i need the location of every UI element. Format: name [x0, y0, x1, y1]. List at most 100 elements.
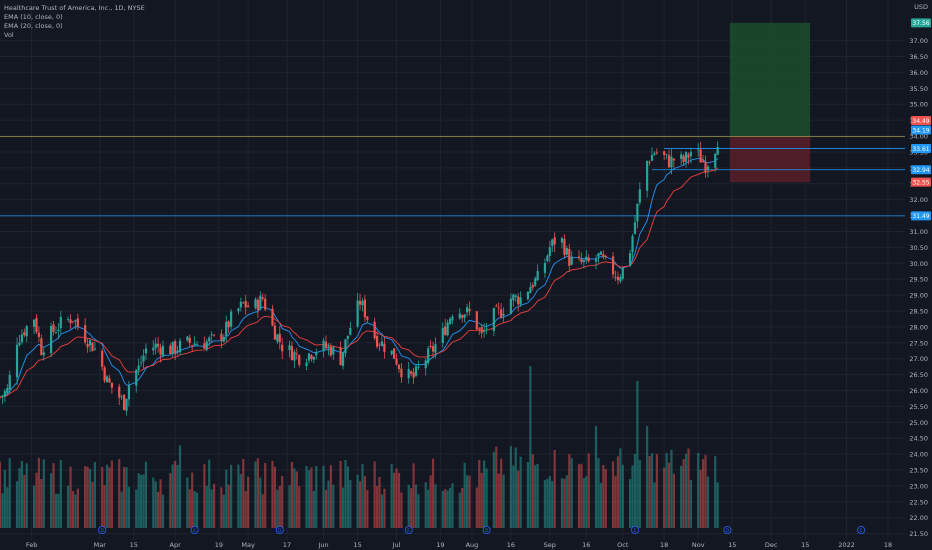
y-tick-label: 21.50	[909, 530, 928, 538]
volume-bar	[587, 453, 590, 528]
volume-bar	[6, 487, 9, 528]
candle-body	[534, 278, 537, 286]
volume-bar	[424, 482, 427, 528]
candle-body	[461, 315, 464, 318]
candle-body	[142, 355, 145, 362]
event-marker-letter: E	[407, 528, 410, 534]
volume-bar	[15, 481, 19, 528]
volume-bar	[565, 475, 568, 528]
candle-body	[514, 295, 517, 297]
candle-body	[492, 308, 495, 331]
candle-body	[310, 355, 313, 359]
candle-body	[375, 336, 379, 347]
candle-body	[191, 345, 194, 347]
x-tick-label: 17	[283, 541, 291, 549]
volume-bar	[18, 467, 21, 528]
candle-body	[363, 299, 367, 318]
candle-body	[480, 326, 483, 334]
volume-bar	[529, 366, 532, 528]
ema10-legend[interactable]: EMA (10, close, 0)	[4, 13, 63, 21]
volume-bar	[451, 483, 454, 528]
candle-body	[594, 258, 598, 262]
candle-body	[54, 332, 58, 334]
volume-bar	[278, 485, 281, 528]
event-marker-letter: D	[278, 528, 282, 534]
vol-legend[interactable]: Vol	[4, 31, 14, 39]
y-tick-label: 32.00	[909, 196, 928, 204]
volume-bar	[410, 488, 413, 528]
volume-bar	[140, 474, 143, 528]
x-tick-label: Dec	[765, 541, 778, 549]
candle-body	[599, 251, 603, 255]
candle-body	[278, 333, 281, 343]
volume-bar	[500, 458, 503, 528]
candle-body	[553, 237, 556, 245]
volume-bar	[699, 469, 702, 528]
candle-body	[563, 238, 566, 255]
price-label-34.19: 34.19	[912, 127, 929, 134]
candle-body	[684, 152, 688, 162]
volume-bar	[244, 491, 247, 528]
price-axis[interactable]: 37.0036.5036.0035.5035.0034.5034.0033.50…	[909, 3, 931, 538]
position-tool[interactable]	[729, 22, 811, 183]
symbol-title[interactable]: Healthcare Trust of America, Inc., 1D, N…	[4, 4, 145, 12]
volume-bars	[0, 366, 719, 528]
ema10-line	[0, 157, 719, 398]
volume-bar	[448, 487, 452, 528]
ema20-legend[interactable]: EMA (20, close, 0)	[4, 22, 63, 30]
volume-bar	[105, 464, 109, 528]
volume-bar	[171, 464, 174, 528]
candle-body	[256, 299, 259, 311]
candle-body	[108, 378, 111, 383]
candle-body	[390, 350, 393, 355]
event-marker	[857, 526, 866, 535]
volume-bar	[256, 458, 259, 528]
x-tick-label: 15	[353, 541, 361, 549]
volume-bar	[25, 463, 28, 528]
candle-body	[52, 324, 55, 332]
candle-body	[307, 353, 311, 361]
candle-body	[273, 325, 277, 340]
time-axis[interactable]: Feb Mar 15 Apr 19 May 17 Jun 15 Jul 19 Aug 16 Sep 16 Oc…	[26, 541, 892, 549]
candle-body	[531, 285, 534, 288]
candle-body	[616, 276, 620, 281]
candle-body	[468, 308, 471, 312]
volume-bar	[619, 448, 622, 528]
candle-body	[49, 326, 53, 354]
candle-body	[687, 154, 690, 158]
volume-bar	[378, 476, 381, 528]
x-tick-label: Feb	[26, 541, 38, 549]
candle-body	[458, 313, 461, 319]
candle-body	[619, 277, 622, 282]
candle-body	[636, 203, 639, 222]
candle-body	[546, 255, 549, 261]
volume-bar	[186, 477, 189, 528]
candle-body	[517, 296, 520, 305]
volume-bar	[322, 465, 325, 528]
candle-body	[672, 158, 675, 161]
candle-body	[122, 394, 126, 410]
horizontal-lines[interactable]	[0, 135, 905, 217]
volume-bar	[543, 480, 547, 528]
volume-bar	[152, 477, 155, 528]
event-marker-letter: E	[860, 528, 863, 534]
volume-bar	[71, 491, 75, 528]
y-tick-label: 23.00	[909, 482, 928, 490]
x-tick-label: May	[241, 541, 255, 549]
x-tick-label: Aug	[466, 541, 479, 549]
candle-body	[429, 346, 432, 348]
volume-bar	[108, 467, 111, 528]
volume-bar	[276, 489, 279, 528]
volume-bar	[458, 492, 461, 528]
volume-bar	[682, 459, 685, 528]
candle-body	[205, 341, 208, 350]
volume-bar	[169, 473, 172, 528]
candle-body	[8, 375, 11, 390]
y-tick-label: 24.50	[909, 435, 928, 443]
price-label-box	[911, 115, 931, 125]
volume-bar	[32, 485, 36, 528]
candle-body	[663, 151, 666, 155]
volume-bar	[118, 459, 121, 528]
